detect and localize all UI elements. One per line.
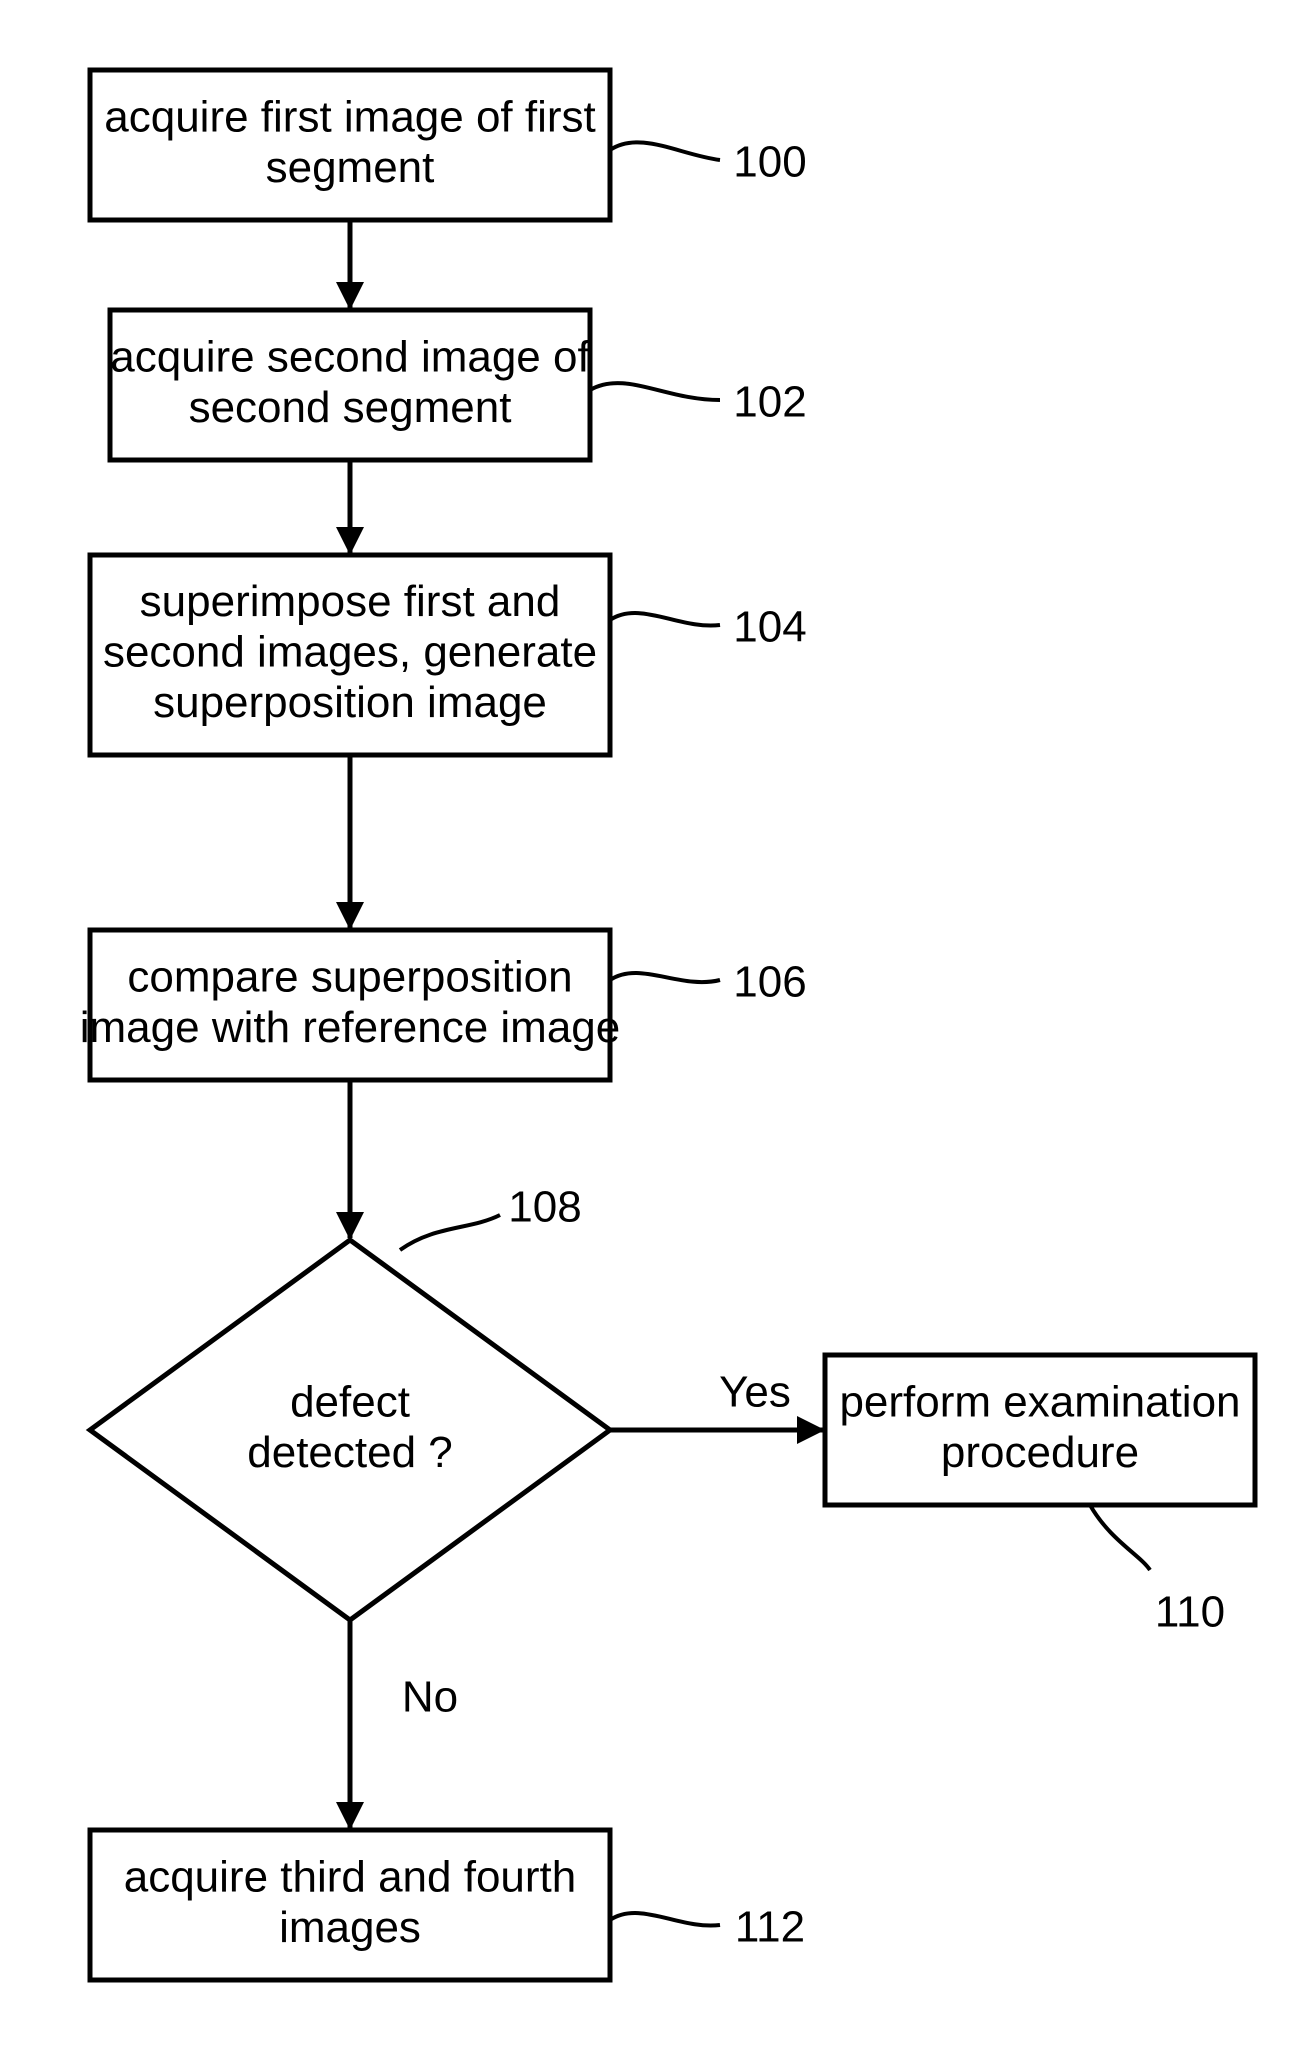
svg-text:superposition image: superposition image <box>153 678 547 727</box>
svg-text:perform examination: perform examination <box>839 1377 1240 1426</box>
svg-text:acquire third and fourth: acquire third and fourth <box>124 1852 577 1901</box>
svg-text:second images, generate: second images, generate <box>103 628 597 677</box>
svg-text:acquire first image of first: acquire first image of first <box>104 92 596 141</box>
svg-text:compare superposition: compare superposition <box>127 952 572 1001</box>
edge-label: Yes <box>719 1368 791 1417</box>
n104-ref: 104 <box>733 603 806 652</box>
n102-ref: 102 <box>733 378 806 427</box>
svg-text:detected ?: detected ? <box>247 1428 453 1477</box>
edge-label: No <box>402 1673 458 1722</box>
svg-text:segment: segment <box>266 143 435 192</box>
n112-ref: 112 <box>735 1903 805 1952</box>
n104-label: superimpose first andsecond images, gene… <box>103 577 597 727</box>
svg-text:acquire second image of: acquire second image of <box>110 332 590 381</box>
n106-ref: 106 <box>733 958 806 1007</box>
svg-text:image with reference image: image with reference image <box>80 1003 620 1052</box>
n110-ref: 110 <box>1155 1588 1225 1637</box>
svg-text:second segment: second segment <box>189 383 512 432</box>
n108-ref: 108 <box>508 1183 581 1232</box>
svg-text:defect: defect <box>290 1377 410 1426</box>
svg-text:superimpose first and: superimpose first and <box>140 577 561 626</box>
svg-text:procedure: procedure <box>941 1428 1139 1477</box>
n106-label: compare superpositionimage with referenc… <box>80 952 620 1052</box>
n100-ref: 100 <box>733 138 806 187</box>
svg-text:images: images <box>279 1903 421 1952</box>
